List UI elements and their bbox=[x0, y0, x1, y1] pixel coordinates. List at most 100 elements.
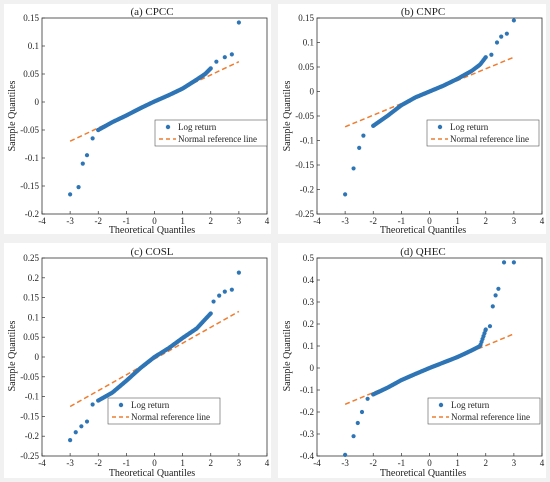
panel-c-legend-label-reference: Normal reference line bbox=[131, 412, 210, 422]
panel-a-data-point bbox=[84, 153, 90, 158]
panel-a-ytick-label: 0 bbox=[35, 97, 40, 107]
panel-d-ytick-label: 0.3 bbox=[303, 297, 315, 307]
panel-d-data-point bbox=[355, 420, 360, 426]
panel-c-xtick-label: 0 bbox=[152, 458, 157, 468]
panel-c-xtick-label: 3 bbox=[237, 458, 242, 468]
panel-d-legend-marker bbox=[438, 402, 444, 408]
panel-d-xtick-label: 3 bbox=[512, 458, 517, 468]
panel-a-data-point bbox=[68, 192, 73, 197]
panel-b-legend: Log return Normal reference line bbox=[426, 119, 540, 147]
panel-d-ytick-label: 0.1 bbox=[303, 341, 314, 351]
panel-d-data-point bbox=[359, 409, 365, 415]
panel-a-xtick-label: -3 bbox=[66, 216, 74, 226]
panel-a-ytick-label: 0.15 bbox=[23, 13, 39, 23]
panel-b-data-point bbox=[511, 18, 516, 23]
panel-a-legend-label-reference: Normal reference line bbox=[178, 134, 257, 144]
panel-c-data-point bbox=[90, 402, 95, 407]
panel-a-xtick-label: -2 bbox=[95, 216, 103, 226]
panel-d-plot: -4 -3 -2 -1 0 1 2 3 4 -0.4 -0.3 -0.2 -0.1 0 0.1 0.2 0.3 0… bbox=[300, 253, 545, 468]
panel-d-xtick-label: 4 bbox=[540, 458, 545, 468]
panel-d-ylabel: Sample Quantiles bbox=[282, 320, 293, 391]
panel-d-data-point bbox=[501, 260, 507, 265]
panel-c-legend: Log return Normal reference line bbox=[107, 397, 221, 425]
panel-b-xtick-label: -1 bbox=[398, 216, 406, 226]
panel-b-data-point bbox=[489, 52, 494, 57]
panel-d-xtick-label: 1 bbox=[455, 458, 460, 468]
panel-d-ytick-label: 0.4 bbox=[303, 275, 315, 285]
panel-c-legend-marker bbox=[118, 402, 124, 408]
panel-c-background bbox=[4, 243, 271, 478]
panel-b-data-point bbox=[361, 133, 366, 138]
panel-a-ylabel: Sample Quantiles bbox=[7, 80, 18, 151]
panel-c-data-point bbox=[236, 270, 241, 275]
panel-c-xlabel: Theoretical Quantiles bbox=[109, 468, 195, 479]
panel-d-data-point bbox=[511, 260, 516, 265]
panel-d-xtick-label: -2 bbox=[370, 458, 378, 468]
panel-c-data-point bbox=[229, 287, 234, 292]
panel-a-plot: -4 -3 -2 -1 0 1 2 3 4 -0.2 -0.15 -0.1 -0.05 0 0.05 0.1 0… bbox=[20, 13, 270, 226]
panel-c-data-point bbox=[84, 419, 90, 424]
panel-a-reference-line bbox=[69, 61, 240, 142]
panel-b-data-point bbox=[504, 31, 509, 36]
panel-c-xtick-label: 2 bbox=[209, 458, 214, 468]
panel-b-legend-box bbox=[426, 119, 540, 147]
panel-b-xtick-label: -2 bbox=[370, 216, 378, 226]
panel-d-xtick-label: -4 bbox=[313, 458, 321, 468]
panel-a-data-point bbox=[90, 136, 95, 141]
panel-c-data-point bbox=[208, 311, 213, 316]
panel-b-data-point bbox=[357, 145, 362, 150]
panel-d-ytick-label: -0.1 bbox=[300, 385, 314, 395]
panel-d-xlabel: Theoretical Quantiles bbox=[380, 468, 466, 479]
panel-c-xtick-label: -2 bbox=[95, 458, 103, 468]
panel-d-legend: Log return Normal reference line bbox=[427, 397, 541, 425]
panel-d-legend-box bbox=[427, 397, 541, 425]
panel-b-ytick-label: -0.2 bbox=[300, 185, 314, 195]
panel-a-xlabel: Theoretical Quantiles bbox=[109, 225, 195, 236]
panel-d-xtick-label: -1 bbox=[398, 458, 406, 468]
panel-c: (c) COSL Theoretical Quantiles Sample Qu… bbox=[4, 243, 271, 479]
panel-b-data-point bbox=[343, 192, 348, 197]
panel-b-legend-label-reference: Normal reference line bbox=[450, 134, 529, 144]
panel-a-background bbox=[4, 4, 271, 234]
panel-d-data-point bbox=[487, 324, 493, 329]
panel-c-legend-label-log-return: Log return bbox=[131, 400, 170, 410]
panel-a-ytick-label: 0.1 bbox=[28, 41, 39, 51]
panel-c-ytick-label: 0.25 bbox=[23, 253, 39, 263]
panel-d-xtick-label: -3 bbox=[341, 458, 349, 468]
panel-c-data-point bbox=[211, 299, 216, 304]
panel-b-ytick-label: -0.1 bbox=[300, 136, 314, 146]
panel-a-xtick-label: 2 bbox=[209, 216, 214, 226]
panel-c-data-point bbox=[68, 438, 73, 443]
panel-c-ytick-label: -0.05 bbox=[20, 372, 39, 382]
panel-b-xtick-label: 4 bbox=[540, 216, 545, 226]
panel-b-data-point bbox=[494, 40, 500, 45]
panel-d: (d) QHEC Theoretical Quantiles Sample Qu… bbox=[278, 243, 546, 479]
panel-c-data-point bbox=[79, 424, 84, 429]
panel-b-ytick-label: 0 bbox=[310, 87, 315, 97]
panel-a-legend-label-log-return: Log return bbox=[178, 122, 217, 132]
panel-b-data-point bbox=[351, 166, 356, 171]
panel-a-legend-marker bbox=[165, 124, 171, 130]
panel-c-ytick-label: -0.15 bbox=[20, 411, 39, 421]
panel-d-data-point bbox=[490, 304, 495, 309]
panel-d-ytick-label: -0.4 bbox=[300, 451, 315, 461]
panel-b-ytick-label: 0.15 bbox=[298, 13, 314, 23]
panel-b-legend-marker bbox=[437, 124, 443, 130]
panel-d-legend-label-log-return: Log return bbox=[451, 400, 490, 410]
panel-b-plot: -4 -3 -2 -1 0 1 2 3 4 -0.25 -0.2 -0.15 -0.1 -0.05 0 0.0… bbox=[295, 13, 545, 226]
panel-d-data-point bbox=[483, 328, 488, 333]
panel-a-data-point bbox=[229, 52, 234, 57]
panel-d-data-point bbox=[496, 286, 501, 291]
panel-b: (b) CNPC Theoretical Quantiles Sample Qu… bbox=[278, 4, 546, 236]
panel-a-data-point bbox=[236, 20, 241, 25]
panel-c-ytick-label: -0.1 bbox=[25, 392, 39, 402]
panel-a-data-point bbox=[222, 55, 227, 60]
panel-c-ytick-label: 0.15 bbox=[23, 293, 39, 303]
panel-b-legend-label-log-return: Log return bbox=[450, 122, 489, 132]
panel-a-title: (a) CPCC bbox=[130, 6, 173, 18]
panel-b-xlabel: Theoretical Quantiles bbox=[380, 225, 466, 236]
panel-a-ytick-label: -0.15 bbox=[20, 181, 39, 191]
panel-b-xtick-label: 0 bbox=[427, 216, 432, 226]
panel-c-ytick-label: -0.25 bbox=[20, 451, 39, 461]
